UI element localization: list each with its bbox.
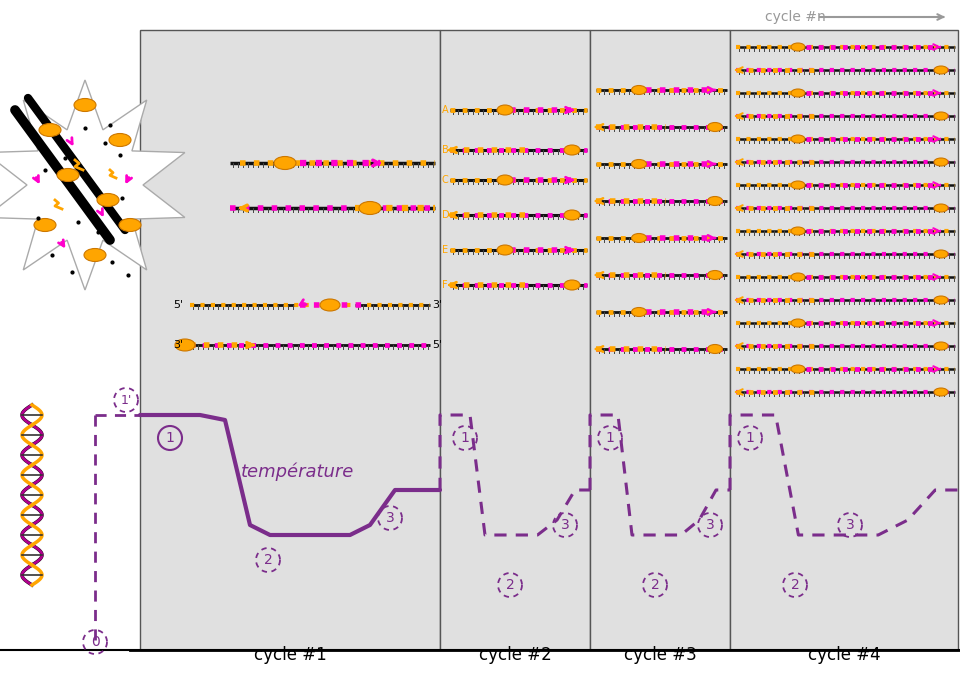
Ellipse shape xyxy=(497,245,513,255)
Text: 1: 1 xyxy=(746,431,755,445)
Text: température: température xyxy=(241,463,354,481)
Ellipse shape xyxy=(934,112,948,120)
Ellipse shape xyxy=(497,105,513,115)
Ellipse shape xyxy=(791,227,805,235)
Ellipse shape xyxy=(934,66,948,74)
Ellipse shape xyxy=(84,248,106,262)
Ellipse shape xyxy=(39,124,61,137)
Text: 2: 2 xyxy=(651,578,660,592)
Ellipse shape xyxy=(359,201,381,214)
Ellipse shape xyxy=(564,210,580,220)
Text: 1': 1' xyxy=(120,394,132,407)
Ellipse shape xyxy=(934,204,948,212)
Text: 1: 1 xyxy=(165,431,175,445)
Ellipse shape xyxy=(274,156,296,169)
Text: 0: 0 xyxy=(90,635,100,649)
Text: 3: 3 xyxy=(561,518,569,532)
Ellipse shape xyxy=(57,169,79,182)
Polygon shape xyxy=(0,80,185,290)
Ellipse shape xyxy=(934,296,948,304)
Text: F: F xyxy=(442,280,447,290)
Ellipse shape xyxy=(934,342,948,350)
Text: E: E xyxy=(442,245,448,255)
Ellipse shape xyxy=(320,299,340,311)
Bar xyxy=(440,30,590,650)
Text: D: D xyxy=(442,210,449,220)
Bar xyxy=(590,30,730,650)
Ellipse shape xyxy=(632,307,646,316)
Ellipse shape xyxy=(632,160,646,169)
Text: 2: 2 xyxy=(264,553,273,567)
Text: cycle #1: cycle #1 xyxy=(253,646,326,664)
Ellipse shape xyxy=(34,218,56,231)
Text: 3: 3 xyxy=(846,518,854,532)
Ellipse shape xyxy=(791,273,805,281)
Ellipse shape xyxy=(564,145,580,155)
Text: 2: 2 xyxy=(791,578,800,592)
Text: 1: 1 xyxy=(461,431,469,445)
Text: 3: 3 xyxy=(706,518,714,532)
Text: cycle #n: cycle #n xyxy=(765,10,826,24)
Text: cycle #2: cycle #2 xyxy=(479,646,551,664)
Ellipse shape xyxy=(934,250,948,258)
Ellipse shape xyxy=(791,43,805,51)
Ellipse shape xyxy=(791,319,805,327)
Ellipse shape xyxy=(564,280,580,290)
Text: 3': 3' xyxy=(432,300,443,310)
Ellipse shape xyxy=(119,218,141,231)
Ellipse shape xyxy=(708,122,723,131)
Bar xyxy=(730,30,958,650)
Text: C: C xyxy=(442,175,448,185)
Ellipse shape xyxy=(97,194,119,207)
Text: 1: 1 xyxy=(606,431,614,445)
Ellipse shape xyxy=(109,133,131,146)
Text: B: B xyxy=(442,145,448,155)
Text: 3: 3 xyxy=(386,511,395,525)
Text: 2: 2 xyxy=(506,578,515,592)
Ellipse shape xyxy=(632,86,646,95)
Text: 3': 3' xyxy=(173,340,183,350)
Bar xyxy=(140,30,440,650)
Ellipse shape xyxy=(708,197,723,205)
Ellipse shape xyxy=(632,233,646,243)
Ellipse shape xyxy=(175,339,195,351)
Ellipse shape xyxy=(791,181,805,189)
Ellipse shape xyxy=(74,99,96,112)
Ellipse shape xyxy=(708,345,723,354)
Ellipse shape xyxy=(791,89,805,97)
Text: 5': 5' xyxy=(173,300,183,310)
Ellipse shape xyxy=(934,158,948,166)
Text: A: A xyxy=(442,105,448,115)
Ellipse shape xyxy=(791,365,805,373)
Text: cycle #4: cycle #4 xyxy=(807,646,880,664)
Ellipse shape xyxy=(497,175,513,185)
Ellipse shape xyxy=(934,388,948,396)
Text: 5': 5' xyxy=(432,340,443,350)
Ellipse shape xyxy=(791,135,805,143)
Ellipse shape xyxy=(708,271,723,279)
Text: cycle #3: cycle #3 xyxy=(624,646,696,664)
